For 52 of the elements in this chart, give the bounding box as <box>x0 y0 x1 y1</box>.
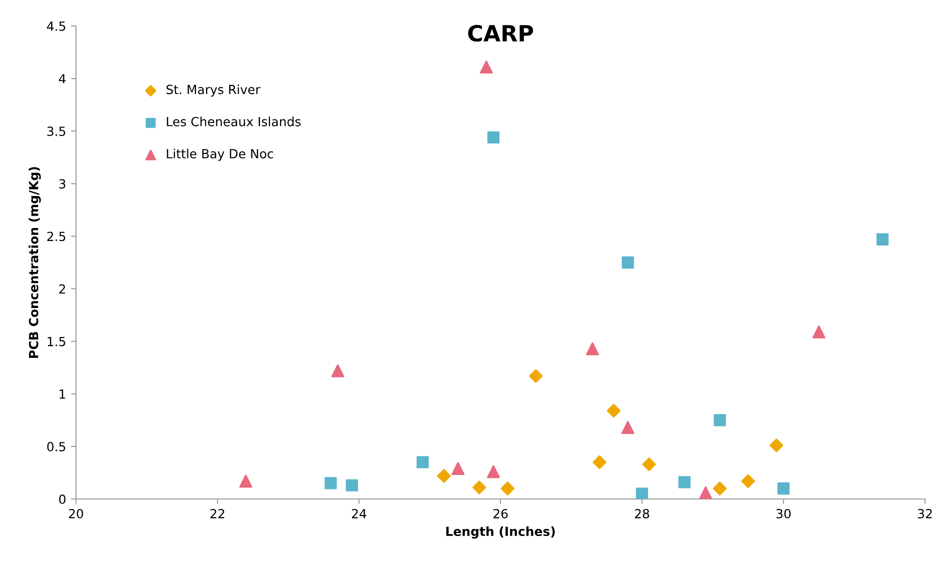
x-tick-label: 24 <box>352 508 366 518</box>
y-tick-label: 4.5 <box>47 22 66 31</box>
point <box>528 369 543 383</box>
point <box>714 414 726 426</box>
legend-label: Les Cheneaux Islands <box>166 116 301 126</box>
y-tick-label: 0 <box>59 494 66 504</box>
x-tick-label: 28 <box>634 508 650 518</box>
point <box>480 60 493 74</box>
point <box>606 404 621 418</box>
y-tick-label: 2.5 <box>47 232 66 242</box>
y-tick-label: 1.5 <box>48 336 66 346</box>
x-tick-label: 32 <box>918 508 932 518</box>
point <box>486 465 500 478</box>
point <box>642 457 656 472</box>
point <box>592 455 606 470</box>
y-tick-label: 4 <box>58 74 66 84</box>
legend-label: Little Bay De Noc <box>166 148 274 161</box>
point <box>239 474 252 488</box>
point <box>621 421 634 434</box>
point <box>346 479 358 492</box>
point <box>678 476 691 488</box>
x-tick-label: 26 <box>493 508 508 518</box>
y-tick-label: 3 <box>59 179 66 189</box>
point <box>331 364 344 378</box>
y-tick-label: 2 <box>59 284 66 294</box>
y-tick-label: 0.5 <box>47 442 66 452</box>
x-tick-label: 30 <box>776 508 791 518</box>
point <box>324 477 337 490</box>
point <box>436 468 451 483</box>
x-axis-title: Length (Inches) <box>446 526 555 539</box>
point <box>500 482 514 496</box>
point <box>416 456 429 468</box>
point <box>812 325 826 338</box>
y-tick-label: 3.5 <box>47 126 66 136</box>
chart-title: CARP <box>468 24 534 42</box>
y-tick-label: 1 <box>60 390 66 399</box>
point <box>452 462 465 476</box>
point <box>712 482 727 496</box>
point <box>636 488 648 499</box>
x-tick-label: 22 <box>210 508 224 518</box>
x-tick-label: 20 <box>68 508 84 518</box>
point <box>777 482 790 495</box>
y-axis-title: PCB Concentration (mg/Kg) <box>28 167 41 358</box>
point <box>770 438 784 452</box>
point <box>622 256 634 269</box>
legend-label: St. Marys River <box>166 84 260 97</box>
point <box>699 486 712 499</box>
point <box>741 474 756 488</box>
point <box>487 131 500 144</box>
point <box>876 233 889 246</box>
point <box>472 480 486 494</box>
point <box>586 342 599 356</box>
